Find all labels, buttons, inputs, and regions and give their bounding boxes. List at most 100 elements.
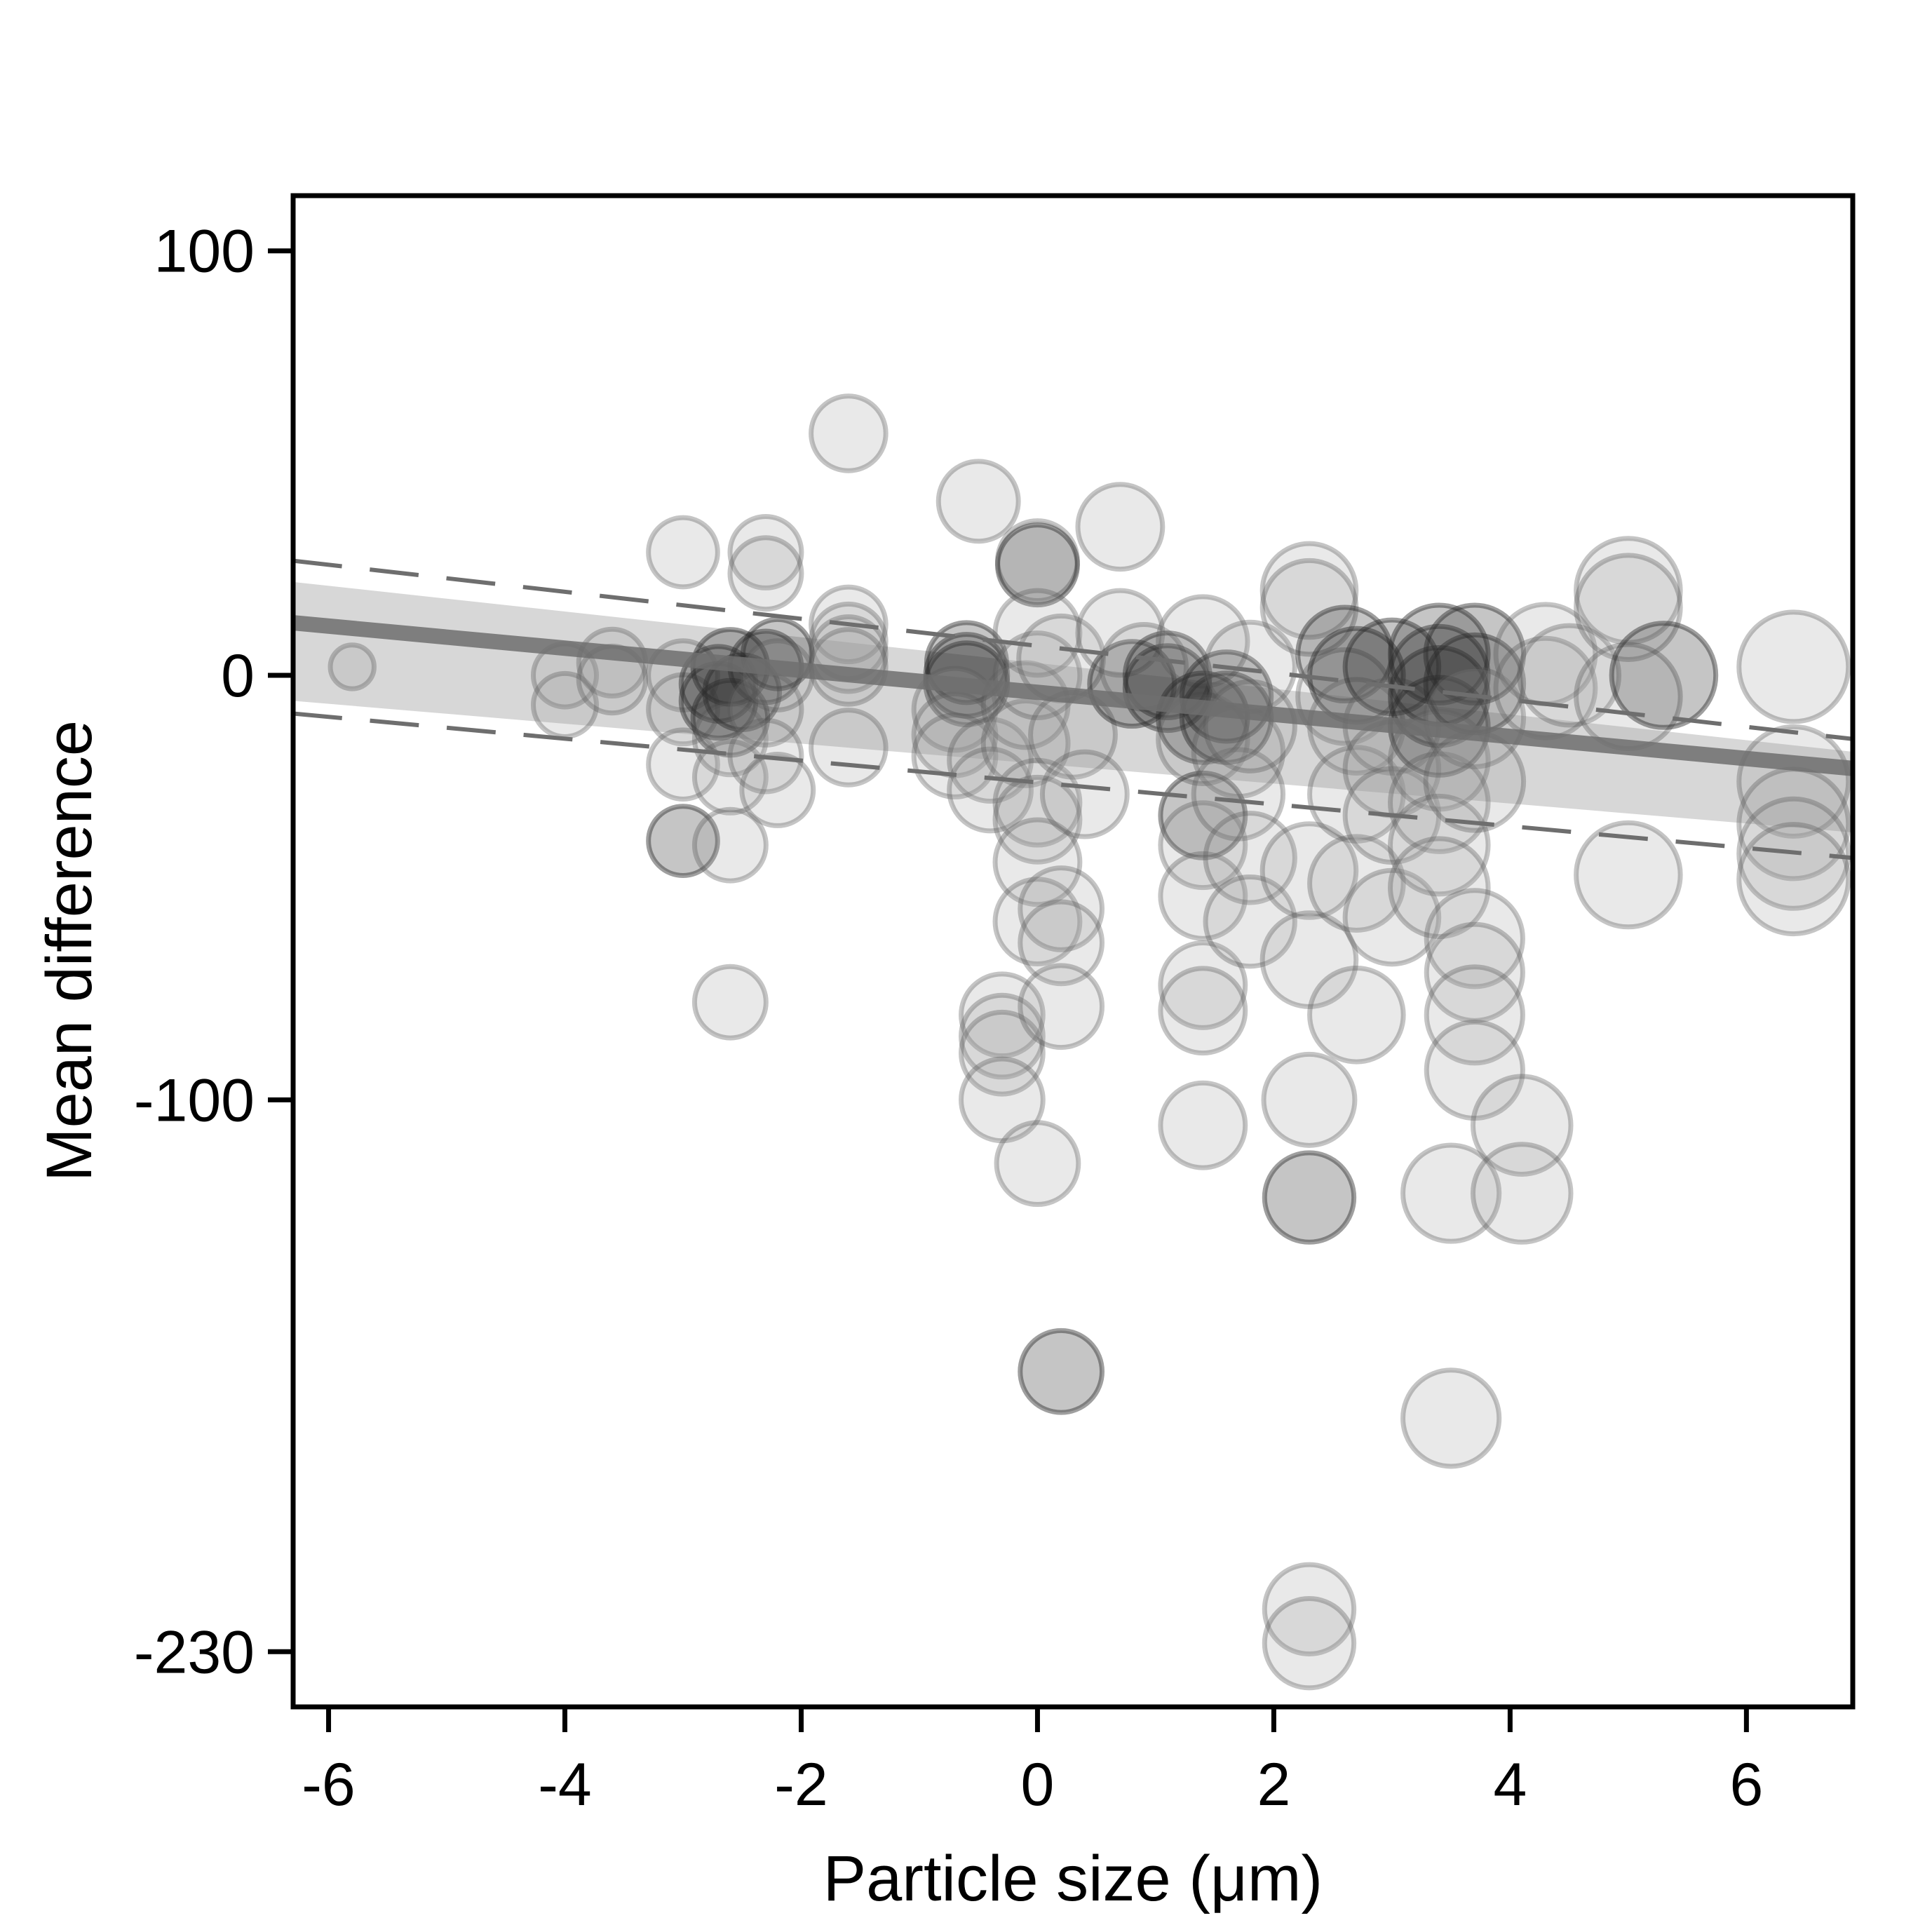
- study-bubble: [992, 877, 1083, 967]
- study-bubble: [1158, 940, 1248, 1030]
- study-bubble: [1018, 865, 1105, 952]
- study-bubble: [1574, 820, 1683, 930]
- study-bubble: [1259, 558, 1359, 657]
- prediction-interval-lower: [293, 711, 1853, 860]
- study-bubble: [980, 698, 1071, 788]
- study-bubble: [1262, 1562, 1357, 1656]
- study-bubble: [1342, 867, 1442, 967]
- study-bubble: [691, 738, 769, 816]
- study-bubble-layer: [327, 393, 1851, 1691]
- regression-band-layer: [293, 581, 1853, 833]
- x-tick-label: -2: [774, 1751, 827, 1818]
- study-bubble: [959, 992, 1046, 1080]
- study-bubble: [1423, 602, 1527, 706]
- study-bubble: [691, 701, 769, 778]
- study-bubble: [1736, 609, 1851, 724]
- y-axis-title: Mean difference: [34, 720, 105, 1182]
- study-bubble: [1158, 1080, 1248, 1170]
- prediction-interval-upper: [293, 558, 1853, 741]
- y-axis: 100 0 -100 -230: [134, 218, 293, 1686]
- study-bubble: [1158, 800, 1248, 891]
- study-bubble: [994, 518, 1080, 604]
- study-bubble: [1261, 1051, 1358, 1148]
- study-bubble: [1307, 966, 1406, 1065]
- study-bubble: [1158, 966, 1248, 1056]
- study-bubble: [1018, 1328, 1105, 1415]
- y-tick-label: 0: [221, 642, 255, 710]
- study-bubble: [1203, 679, 1297, 774]
- study-bubble: [992, 588, 1083, 678]
- regression-line: [293, 615, 1853, 776]
- study-bubble: [691, 964, 769, 1041]
- x-axis-title: Particle size (μm): [823, 1843, 1323, 1914]
- study-bubble: [1342, 617, 1442, 717]
- plot-frame: [290, 193, 1856, 1710]
- study-bubble: [1736, 822, 1851, 937]
- study-bubble: [1423, 730, 1527, 833]
- study-bubble: [809, 708, 889, 788]
- study-bubble: [1574, 536, 1683, 645]
- study-bubble: [959, 1009, 1046, 1097]
- study-bubble: [1307, 745, 1406, 844]
- study-bubble: [992, 817, 1083, 907]
- study-bubble: [1574, 553, 1683, 662]
- study-bubble: [1400, 1142, 1502, 1244]
- study-bubble: [1259, 541, 1359, 640]
- study-bubble: [1388, 836, 1491, 939]
- study-bubble: [1262, 1596, 1357, 1691]
- study-bubble: [727, 535, 804, 612]
- study-bubble: [994, 522, 1080, 608]
- study-bubble: [646, 672, 720, 747]
- study-bubble: [1075, 482, 1166, 572]
- study-bubble: [691, 806, 769, 884]
- study-bubble: [1307, 834, 1406, 933]
- study-bubble: [1609, 621, 1719, 730]
- study-bubble: [1259, 821, 1359, 920]
- study-bubble: [994, 1120, 1081, 1208]
- x-tick-label: -4: [538, 1751, 591, 1818]
- study-bubble: [1388, 602, 1491, 706]
- x-tick-label: 6: [1729, 1751, 1763, 1818]
- study-bubble: [1259, 910, 1359, 1009]
- study-bubble: [959, 971, 1046, 1059]
- study-bubble: [1424, 921, 1525, 1023]
- study-bubble: [727, 514, 804, 590]
- x-tick-label: 4: [1493, 1751, 1527, 1818]
- study-bubble: [1039, 749, 1130, 839]
- study-bubble: [935, 459, 1021, 544]
- study-bubble: [1262, 1150, 1357, 1245]
- study-bubble: [327, 642, 377, 691]
- study-bubble: [1424, 888, 1525, 989]
- study-bubble: [690, 677, 771, 758]
- study-bubble: [1158, 851, 1248, 941]
- study-bubble: [1203, 811, 1297, 905]
- regression-line-layer: [293, 558, 1853, 860]
- y-tick-label: 100: [154, 218, 255, 285]
- x-tick-label: 0: [1021, 1751, 1055, 1818]
- study-bubble: [1424, 964, 1525, 1066]
- study-bubble: [1400, 1367, 1502, 1469]
- y-tick-label: -230: [134, 1619, 255, 1686]
- study-bubble: [1470, 1074, 1574, 1177]
- study-bubble: [911, 712, 999, 799]
- study-bubble: [1424, 1019, 1525, 1121]
- study-bubble: [1018, 963, 1105, 1051]
- x-axis: -6 -4 -2 0 2 4 6: [302, 1707, 1763, 1818]
- study-bubble: [992, 774, 1083, 865]
- confidence-band: [293, 581, 1853, 833]
- study-bubble: [1388, 751, 1491, 854]
- study-bubble: [739, 752, 816, 828]
- study-bubble: [1470, 1142, 1574, 1245]
- study-bubble: [1018, 899, 1105, 987]
- study-bubble: [959, 1056, 1046, 1144]
- study-bubble: [1517, 623, 1622, 728]
- study-bubble: [809, 393, 889, 473]
- study-bubble: [646, 804, 720, 878]
- study-bubble: [1203, 874, 1297, 969]
- y-tick-label: -100: [134, 1067, 255, 1134]
- x-tick-label: 2: [1257, 1751, 1291, 1818]
- study-bubble: [646, 727, 720, 802]
- study-bubble: [646, 515, 720, 590]
- study-bubble: [1191, 747, 1286, 842]
